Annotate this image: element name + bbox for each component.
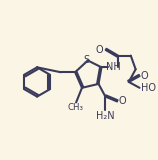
Text: CH₃: CH₃ bbox=[67, 103, 83, 112]
Text: O: O bbox=[118, 96, 126, 106]
Text: H₂N: H₂N bbox=[96, 111, 115, 121]
Text: NH: NH bbox=[106, 62, 121, 72]
Text: S: S bbox=[84, 55, 90, 64]
Text: O: O bbox=[96, 45, 103, 55]
Text: O: O bbox=[140, 71, 148, 81]
Text: HO: HO bbox=[140, 83, 155, 93]
